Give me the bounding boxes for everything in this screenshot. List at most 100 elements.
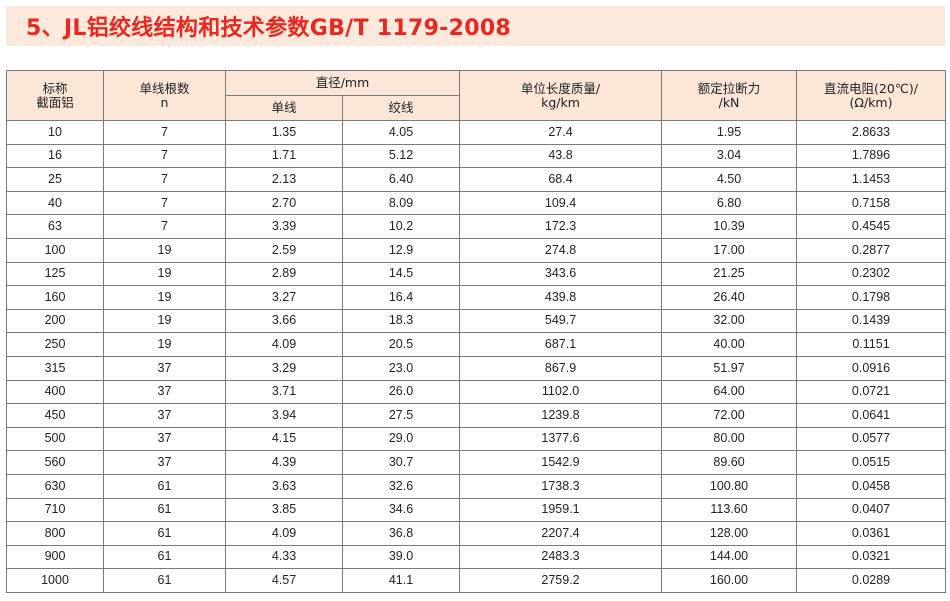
cell-mass: 1377.6 (459, 426, 663, 452)
cell-nominal-area: 900 (6, 544, 104, 570)
cell-mass: 867.9 (459, 355, 663, 381)
cell-rated-strength: 64.00 (661, 379, 798, 405)
cell-single-diameter: 4.39 (225, 450, 343, 475)
cell-mass: 109.4 (459, 190, 663, 216)
cell-dc-resistance: 0.0361 (796, 521, 947, 546)
cell-dc-resistance: 1.7896 (796, 143, 947, 169)
cell-rated-strength: 32.00 (661, 308, 798, 334)
cell-wire-count: 61 (103, 521, 226, 546)
cell-rated-strength: 51.97 (661, 355, 798, 381)
cell-dc-resistance: 0.0721 (796, 379, 947, 405)
table-row: 250 19 4.09 20.5 687.1 40.00 0.1151 (6, 332, 947, 357)
cell-dc-resistance: 0.1439 (796, 308, 947, 334)
cell-mass: 1959.1 (459, 497, 663, 523)
cell-rated-strength: 26.40 (661, 285, 798, 310)
cell-nominal-area: 25 (6, 167, 104, 192)
cell-strand-diameter: 23.0 (341, 355, 461, 381)
cell-rated-strength: 89.60 (661, 450, 798, 475)
cell-nominal-area: 315 (6, 355, 104, 381)
cell-single-diameter: 4.09 (225, 332, 343, 357)
cell-rated-strength: 3.04 (661, 143, 798, 169)
cell-nominal-area: 16 (6, 143, 104, 169)
cell-wire-count: 37 (103, 403, 226, 428)
header-diameter: 直径/mm (224, 70, 461, 96)
cell-strand-diameter: 10.2 (341, 214, 461, 239)
cell-strand-diameter: 8.09 (341, 190, 461, 216)
cell-strand-diameter: 14.5 (341, 261, 461, 287)
table-row: 710 61 3.85 34.6 1959.1 113.60 0.0407 (6, 497, 947, 523)
cell-single-diameter: 4.09 (225, 521, 343, 546)
cell-single-diameter: 4.57 (225, 568, 343, 593)
cell-mass: 43.8 (459, 143, 663, 169)
cell-wire-count: 7 (103, 143, 226, 169)
table-row: 450 37 3.94 27.5 1239.8 72.00 0.0641 (6, 403, 947, 428)
cell-nominal-area: 160 (6, 285, 104, 310)
cell-single-diameter: 3.71 (225, 379, 343, 405)
cell-nominal-area: 450 (6, 403, 104, 428)
cell-rated-strength: 10.39 (661, 214, 798, 239)
cell-wire-count: 19 (103, 261, 226, 287)
cell-single-diameter: 3.27 (225, 285, 343, 310)
cell-nominal-area: 710 (6, 497, 104, 523)
page-title: 5、JL铝绞线结构和技术参数GB/T 1179-2008 (26, 16, 512, 41)
cell-rated-strength: 4.50 (661, 167, 798, 192)
cell-dc-resistance: 0.2302 (796, 261, 947, 287)
header-nominal-area: 标称 截面铝 (6, 70, 104, 121)
cell-single-diameter: 3.66 (225, 308, 343, 334)
table-row: 100 19 2.59 12.9 274.8 17.00 0.2877 (6, 237, 947, 263)
header-diameter-single: 单线 (225, 95, 343, 121)
cell-dc-resistance: 0.0407 (796, 497, 947, 523)
cell-wire-count: 61 (103, 473, 226, 499)
cell-dc-resistance: 0.4545 (796, 214, 947, 239)
cell-nominal-area: 63 (6, 214, 104, 239)
cell-wire-count: 19 (103, 332, 226, 357)
cell-dc-resistance: 0.2877 (796, 237, 947, 263)
cell-mass: 1542.9 (459, 450, 663, 475)
cell-strand-diameter: 5.12 (341, 143, 461, 169)
cell-dc-resistance: 0.1798 (796, 285, 947, 310)
header-row-1: 标称 截面铝 单线根数 n 直径/mm 单位长度质量/ kg/km 额定拉断力 … (6, 70, 947, 121)
cell-strand-diameter: 12.9 (341, 237, 461, 263)
cell-rated-strength: 21.25 (661, 261, 798, 287)
cell-strand-diameter: 6.40 (341, 167, 461, 192)
table-header: 标称 截面铝 单线根数 n 直径/mm 单位长度质量/ kg/km 额定拉断力 … (6, 70, 947, 121)
cell-wire-count: 19 (103, 237, 226, 263)
cell-mass: 2759.2 (459, 568, 663, 593)
table-row: 400 37 3.71 26.0 1102.0 64.00 0.0721 (6, 379, 947, 405)
header-mass: 单位长度质量/ kg/km (459, 70, 663, 121)
cell-rated-strength: 17.00 (661, 237, 798, 263)
header-wire-count: 单线根数 n (103, 70, 226, 121)
cell-wire-count: 7 (103, 167, 226, 192)
cell-single-diameter: 3.85 (225, 497, 343, 523)
table-row: 315 37 3.29 23.0 867.9 51.97 0.0916 (6, 355, 947, 381)
table-row: 25 7 2.13 6.40 68.4 4.50 1.1453 (6, 167, 947, 192)
cell-single-diameter: 3.94 (225, 403, 343, 428)
cell-nominal-area: 560 (6, 450, 104, 475)
cell-rated-strength: 144.00 (661, 544, 798, 570)
cell-mass: 68.4 (459, 167, 663, 192)
cell-strand-diameter: 34.6 (341, 497, 461, 523)
cell-single-diameter: 1.71 (225, 143, 343, 169)
cell-wire-count: 61 (103, 497, 226, 523)
cell-dc-resistance: 0.0515 (796, 450, 947, 475)
table-row: 900 61 4.33 39.0 2483.3 144.00 0.0321 (6, 544, 947, 570)
cell-wire-count: 37 (103, 450, 226, 475)
cell-nominal-area: 40 (6, 190, 104, 216)
cell-dc-resistance: 0.0641 (796, 403, 947, 428)
cell-nominal-area: 100 (6, 237, 104, 263)
cell-nominal-area: 630 (6, 473, 104, 499)
cell-single-diameter: 3.63 (225, 473, 343, 499)
cell-rated-strength: 40.00 (661, 332, 798, 357)
table-row: 800 61 4.09 36.8 2207.4 128.00 0.0361 (6, 521, 947, 546)
cell-mass: 343.6 (459, 261, 663, 287)
cell-mass: 2207.4 (459, 521, 663, 546)
cell-rated-strength: 160.00 (661, 568, 798, 593)
table-row: 16 7 1.71 5.12 43.8 3.04 1.7896 (6, 143, 947, 169)
table-row: 500 37 4.15 29.0 1377.6 80.00 0.0577 (6, 426, 947, 452)
cell-single-diameter: 2.89 (225, 261, 343, 287)
table-row: 560 37 4.39 30.7 1542.9 89.60 0.0515 (6, 450, 947, 475)
cell-wire-count: 61 (103, 544, 226, 570)
cell-single-diameter: 2.13 (225, 167, 343, 192)
cell-dc-resistance: 0.0321 (796, 544, 947, 570)
cell-dc-resistance: 0.1151 (796, 332, 947, 357)
